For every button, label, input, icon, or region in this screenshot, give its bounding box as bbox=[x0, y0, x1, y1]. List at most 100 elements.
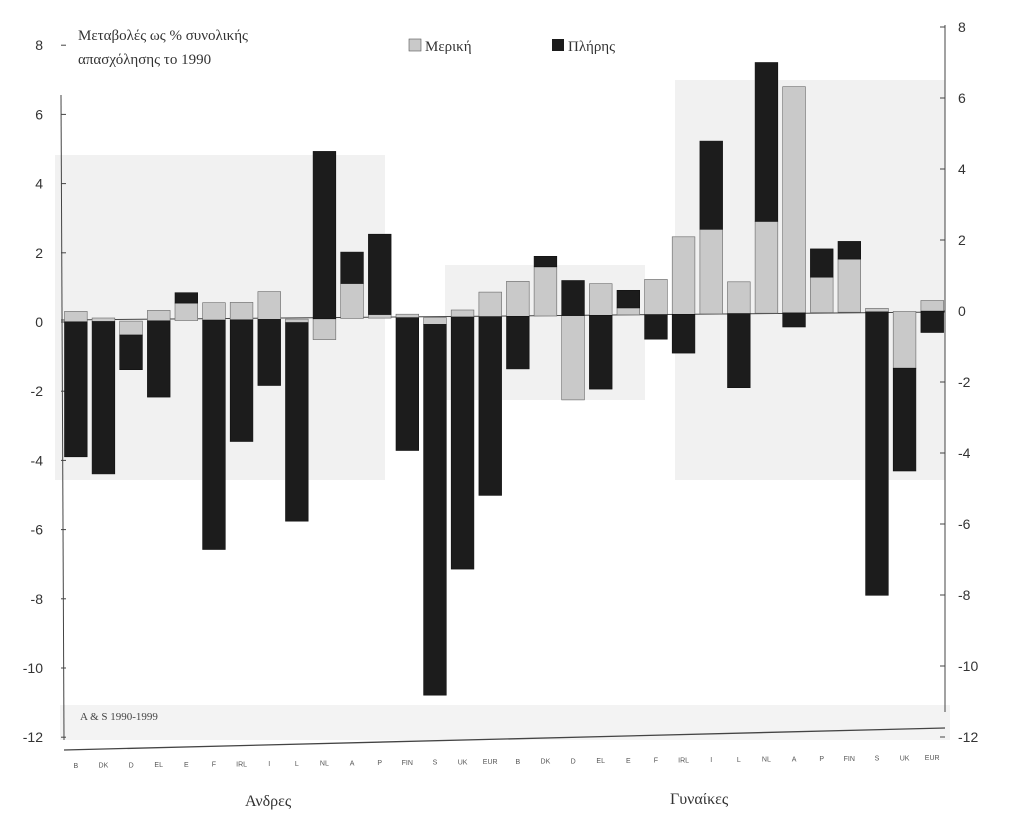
bar-full-24 bbox=[727, 313, 751, 389]
bar-full-6 bbox=[229, 319, 254, 442]
legend-swatch-full bbox=[552, 39, 564, 51]
category-label-22: IRL bbox=[678, 757, 689, 764]
bar-partial-12 bbox=[395, 313, 420, 319]
category-labels: B DK D EL E F IRL I L NL A P FIN S UK EUR B DK D EL E F IRL I L N… bbox=[73, 755, 939, 770]
bottom-axis bbox=[63, 727, 946, 751]
bar-full-21 bbox=[644, 314, 668, 340]
bar-full-28 bbox=[837, 241, 862, 260]
category-label-26: A bbox=[792, 756, 797, 763]
bar-partial-20 bbox=[616, 307, 641, 316]
bar-full-14 bbox=[450, 316, 475, 570]
bar-partial-29 bbox=[865, 307, 889, 313]
bar-full-23 bbox=[699, 140, 723, 230]
title-line-1: Μεταβολές ως % συνολικής bbox=[78, 28, 248, 44]
category-label-9: NL bbox=[320, 761, 329, 768]
category-label-17: DK bbox=[541, 759, 551, 766]
category-label-16: B bbox=[515, 759, 520, 766]
left-tick-label: 8 bbox=[35, 37, 43, 53]
bar-partial-18 bbox=[561, 315, 585, 401]
category-label-8: L bbox=[295, 761, 299, 768]
left-tick-label: -4 bbox=[31, 452, 44, 468]
bar-partial-4 bbox=[174, 302, 199, 321]
bar-full-30 bbox=[892, 367, 917, 472]
category-label-31: EUR bbox=[925, 755, 940, 762]
category-label-23: I bbox=[710, 757, 712, 764]
background-panels bbox=[55, 80, 950, 740]
category-label-10: A bbox=[350, 760, 355, 767]
bar-full-16 bbox=[506, 315, 530, 370]
bar-partial-23 bbox=[699, 229, 723, 315]
bar-partial-27 bbox=[810, 276, 834, 313]
bar-full-26 bbox=[782, 312, 806, 328]
bar-full-15 bbox=[478, 316, 502, 496]
group-label-women: Γυναίκες bbox=[670, 791, 729, 808]
category-label-7: I bbox=[268, 761, 270, 768]
bar-partial-24 bbox=[727, 281, 751, 314]
bars bbox=[64, 62, 944, 696]
bar-partial-15 bbox=[478, 291, 502, 317]
category-label-5: F bbox=[212, 762, 216, 769]
right-tick-label: 4 bbox=[958, 161, 966, 177]
bar-partial-21 bbox=[644, 279, 668, 315]
right-tick-label: -2 bbox=[958, 374, 971, 390]
bar-partial-1 bbox=[91, 317, 116, 322]
bar-partial-2 bbox=[119, 320, 143, 336]
right-tick-label: -12 bbox=[958, 729, 978, 745]
right-tick-label: 2 bbox=[958, 232, 966, 248]
category-label-13: S bbox=[433, 760, 438, 767]
right-tick-label: -8 bbox=[958, 587, 971, 603]
category-label-6: IRL bbox=[236, 761, 247, 768]
left-tick-label: -8 bbox=[31, 591, 44, 607]
bar-partial-11 bbox=[368, 314, 392, 319]
bar-partial-13 bbox=[423, 317, 447, 325]
bar-full-8 bbox=[285, 322, 309, 522]
left-tick-label: 4 bbox=[35, 176, 43, 192]
bar-full-5 bbox=[202, 319, 226, 550]
right-tick-label: -4 bbox=[958, 445, 971, 461]
right-tick-labels: 8 6 4 2 0 -2 -4 -6 -8 -10 -12 bbox=[940, 19, 978, 745]
bar-full-11 bbox=[368, 233, 392, 315]
category-label-15: EUR bbox=[483, 759, 498, 766]
left-tick-label: -2 bbox=[31, 383, 44, 399]
bar-partial-28 bbox=[837, 258, 862, 313]
category-label-28: FIN bbox=[844, 756, 855, 763]
group-label-men: Ανδρες bbox=[245, 793, 292, 810]
bar-partial-17 bbox=[533, 266, 558, 317]
bar-full-0 bbox=[64, 321, 88, 458]
category-label-14: UK bbox=[458, 759, 468, 766]
left-tick-label: 2 bbox=[35, 245, 43, 261]
right-tick-label: 8 bbox=[958, 19, 966, 35]
bar-partial-0 bbox=[64, 311, 88, 323]
category-label-25: NL bbox=[762, 757, 771, 764]
category-label-27: P bbox=[819, 756, 824, 763]
bar-partial-6 bbox=[229, 302, 254, 321]
left-tick-label: -6 bbox=[31, 522, 44, 538]
bar-full-1 bbox=[91, 321, 116, 475]
bar-partial-10 bbox=[340, 283, 364, 319]
right-tick-label: 0 bbox=[958, 303, 966, 319]
left-axis bbox=[60, 94, 65, 741]
bar-partial-9 bbox=[312, 318, 337, 340]
bar-full-10 bbox=[340, 251, 364, 284]
bar-partial-31 bbox=[920, 300, 944, 312]
chart-title: Μεταβολές ως % συνολικής απασχόλησης το … bbox=[78, 28, 248, 68]
left-tick-label: -12 bbox=[23, 729, 43, 745]
bar-full-17 bbox=[533, 255, 558, 268]
bar-full-25 bbox=[754, 62, 779, 222]
category-label-0: B bbox=[73, 763, 78, 770]
category-label-24: L bbox=[737, 757, 741, 764]
bar-partial-5 bbox=[202, 302, 226, 321]
legend: Μερική Πλήρης bbox=[408, 38, 615, 55]
category-label-12: FIN bbox=[402, 760, 413, 767]
category-label-2: D bbox=[129, 762, 134, 769]
left-tick-label: -10 bbox=[23, 660, 43, 676]
legend-label-partial: Μερική bbox=[425, 39, 472, 55]
bar-full-3 bbox=[147, 320, 171, 398]
bar-partial-16 bbox=[506, 280, 530, 317]
bar-partial-19 bbox=[589, 283, 613, 316]
bar-partial-26 bbox=[782, 86, 806, 314]
bar-partial-25 bbox=[754, 221, 779, 314]
bar-full-9 bbox=[312, 151, 337, 320]
bar-partial-22 bbox=[671, 236, 696, 315]
bar-partial-14 bbox=[450, 309, 475, 318]
